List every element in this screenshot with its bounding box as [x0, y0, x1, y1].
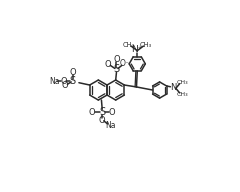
Text: O: O — [109, 108, 115, 117]
Text: O: O — [60, 77, 67, 86]
Text: CH₃: CH₃ — [123, 41, 135, 48]
Text: S: S — [99, 107, 105, 117]
Text: CH₃: CH₃ — [140, 41, 152, 48]
Text: O⁻: O⁻ — [119, 59, 129, 68]
Text: O: O — [113, 55, 120, 65]
Text: CH₃: CH₃ — [177, 80, 189, 85]
Text: O: O — [69, 68, 76, 77]
Text: Na: Na — [105, 121, 116, 130]
Text: N: N — [170, 83, 177, 92]
Text: CH₃: CH₃ — [177, 92, 189, 97]
Text: O: O — [89, 108, 96, 117]
Text: O: O — [105, 60, 111, 69]
Text: O: O — [99, 116, 106, 125]
Text: N⁺: N⁺ — [132, 45, 143, 54]
Text: Na: Na — [49, 77, 60, 86]
Text: S: S — [114, 64, 120, 74]
Text: O: O — [62, 81, 68, 90]
Text: S: S — [70, 76, 76, 86]
